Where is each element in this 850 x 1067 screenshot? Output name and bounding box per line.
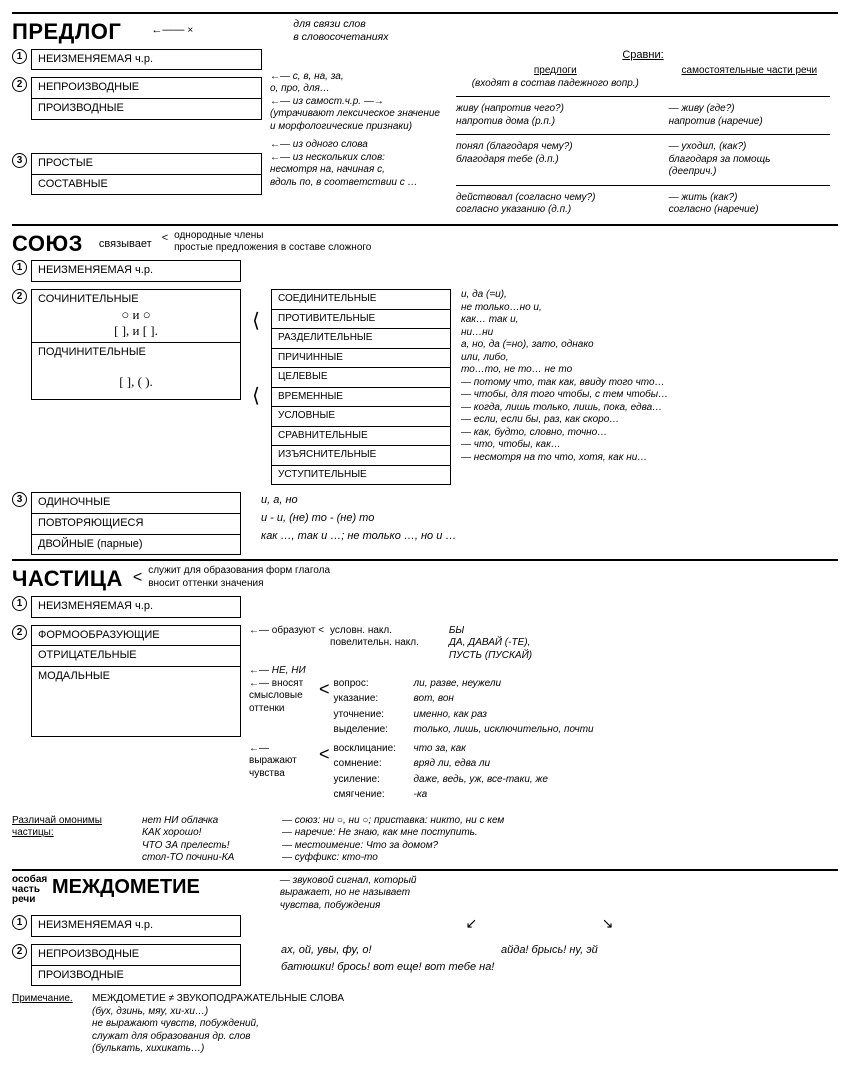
homonym-title: Различай омонимы частицы: [12, 815, 142, 840]
predlog-box-1: НЕИЗМЕНЯЕМАЯ ч.р. [31, 49, 262, 71]
predlog-box-2a: НЕПРОИЗВОДНЫЕ [31, 77, 262, 99]
section-chastica: ЧАСТИЦА < служит для образования форм гл… [12, 559, 838, 864]
soyuz-box-3b: ПОВТОРЯЮЩИЕСЯ [31, 514, 241, 535]
bracket-icon: < [133, 568, 142, 588]
bracket-icon: ⟨⟨ [241, 289, 271, 409]
mezh-box-2b: ПРОИЗВОДНЫЕ [31, 966, 241, 987]
chastica-box-2a: ФОРМООБРАЗУЮЩИЕ [31, 625, 241, 647]
sub-type: УСЛОВНЫЕ [271, 407, 451, 427]
bracket-icon: < [162, 232, 168, 246]
soyuz-box-3c: ДВОЙНЫЕ (парные) [31, 535, 241, 556]
predlog-box-3a: ПРОСТЫЕ [31, 153, 262, 175]
soyuz-box-1: НЕИЗМЕНЯЕМАЯ ч.р. [31, 260, 241, 282]
chastica-title: ЧАСТИЦА [12, 565, 123, 593]
predlog-notes: ←— с, в, на, за, о, про, для… ←— из само… [262, 49, 442, 190]
soyuz-box-2a: СОЧИНИТЕЛЬНЫЕ ○ и ○ [ ], и [ ]. [31, 289, 241, 343]
mezh-box-1: НЕИЗМЕНЯЕМАЯ ч.р. [31, 915, 241, 937]
chastica-box-2b: ОТРИЦАТЕЛЬНЫЕ [31, 646, 241, 667]
chastica-box-2c: МОДАЛЬНЫЕ [31, 667, 241, 737]
mezh-title: МЕЖДОМЕТИЕ [52, 875, 200, 900]
num-1-icon: 1 [12, 596, 27, 611]
soyuz-title: СОЮЗ [12, 230, 83, 258]
predlog-box-3b: СОСТАВНЫЕ [31, 175, 262, 196]
soyuz-box-3a: ОДИНОЧНЫЕ [31, 492, 241, 514]
compare-title: Сравни: [448, 49, 838, 63]
num-2-icon: 2 [12, 289, 27, 304]
num-1-icon: 1 [12, 915, 27, 930]
sub-type: ПРИЧИННЫЕ [271, 349, 451, 369]
arrow-icon: ↙ ↘ [241, 915, 838, 933]
num-3-icon: 3 [12, 492, 27, 507]
section-mezh: особая часть речи МЕЖДОМЕТИЕ — звуковой … [12, 869, 838, 1056]
soyuz-sub: связывает [99, 238, 152, 252]
sub-type: ЦЕЛЕВЫЕ [271, 368, 451, 388]
coord-type: ПРОТИВИТЕЛЬНЫЕ [271, 310, 451, 330]
arrow-icon: ←—— × [151, 24, 193, 38]
chastica-box-1: НЕИЗМЕНЯЕМАЯ ч.р. [31, 596, 241, 618]
num-2-icon: 2 [12, 944, 27, 959]
mezh-def: — звуковой сигнал, который выражает, но … [280, 875, 417, 913]
section-soyuz: СОЮЗ связывает < однородные члены просты… [12, 224, 838, 556]
predlog-left-col: 1 НЕИЗМЕНЯЕМАЯ ч.р. 2 НЕПРОИЗВОДНЫЕ ПРОИ… [12, 49, 262, 199]
section-predlog: ПРЕДЛОГ ←—— × для связи слов в словосоче… [12, 12, 838, 220]
num-1-icon: 1 [12, 260, 27, 275]
num-1-icon: 1 [12, 49, 27, 64]
sub-type: ИЗЪЯСНИТЕЛЬНЫЕ [271, 446, 451, 466]
predlog-purpose: для связи слов в словосочетаниях [293, 18, 388, 44]
num-2-icon: 2 [12, 77, 27, 92]
num-3-icon: 3 [12, 153, 27, 168]
soyuz-box-2b: ПОДЧИНИТЕЛЬНЫЕ [ ], ( ). [31, 343, 241, 400]
predlog-compare: Сравни: предлоги(входят в состав падежно… [442, 49, 838, 220]
sub-type: СРАВНИТЕЛЬНЫЕ [271, 427, 451, 447]
predlog-title: ПРЕДЛОГ [12, 18, 121, 46]
note-label: Примечание. [12, 993, 92, 1006]
sub-type: УСТУПИТЕЛЬНЫЕ [271, 466, 451, 486]
num-2-icon: 2 [12, 625, 27, 640]
coord-type: РАЗДЕЛИТЕЛЬНЫЕ [271, 329, 451, 349]
mezh-box-2a: НЕПРОИЗВОДНЫЕ [31, 944, 241, 966]
sub-type: ВРЕМЕННЫЕ [271, 388, 451, 408]
mezh-pre: особая часть речи [12, 875, 52, 905]
predlog-box-2b: ПРОИЗВОДНЫЕ [31, 99, 262, 120]
coord-type: СОЕДИНИТЕЛЬНЫЕ [271, 289, 451, 310]
